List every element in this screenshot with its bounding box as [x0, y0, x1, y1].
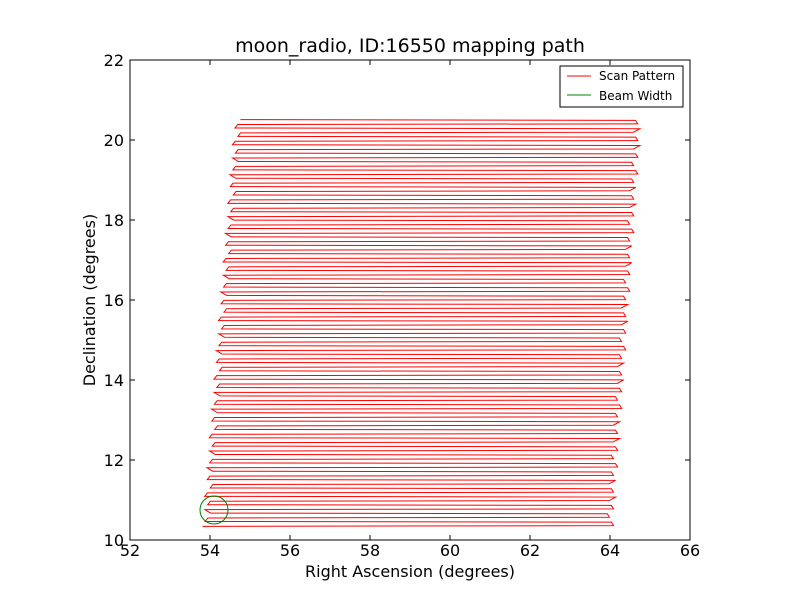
x-tick-label: 52: [120, 541, 140, 560]
y-tick-label: 22: [104, 51, 124, 70]
beam-width-circle: [199, 495, 229, 525]
chart-title: moon_radio, ID:16550 mapping path: [235, 35, 585, 57]
x-tick-label: 56: [280, 541, 300, 560]
legend: Scan Pattern Beam Width: [559, 65, 684, 108]
y-tick-label: 12: [104, 451, 124, 470]
scan-pattern-line: [202, 119, 642, 527]
legend-label-scan-pattern: Scan Pattern: [599, 69, 675, 83]
plot-series-layer: [199, 119, 642, 527]
legend-box: [559, 65, 684, 108]
x-tick-label: 66: [680, 541, 700, 560]
x-tick-label: 64: [600, 541, 620, 560]
x-tick-label: 54: [200, 541, 220, 560]
y-tick-label: 20: [104, 131, 124, 150]
y-tick-label: 16: [104, 291, 124, 310]
x-tick-label: 60: [440, 541, 460, 560]
x-tick-label: 62: [520, 541, 540, 560]
legend-label-beam-width: Beam Width: [599, 89, 672, 103]
y-tick-label: 18: [104, 211, 124, 230]
y-axis-label: Declination (degrees): [80, 214, 99, 386]
x-axis: 52 54 56 58 60 62 64 66: [120, 60, 700, 560]
y-tick-label: 10: [104, 531, 124, 550]
x-tick-label: 58: [360, 541, 380, 560]
y-axis: 10 12 14 16 18 20 22: [104, 51, 690, 550]
y-tick-label: 14: [104, 371, 124, 390]
x-axis-label: Right Ascension (degrees): [305, 562, 515, 581]
